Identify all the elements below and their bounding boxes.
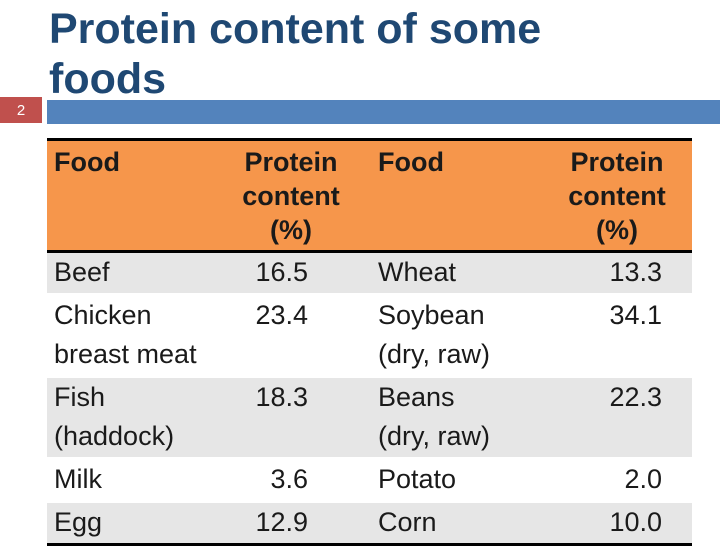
table-row: Egg 12.9 Corn 10.0 <box>47 501 692 545</box>
value-cell: 16.5 <box>230 251 352 296</box>
value-cell: 12.9 <box>255 507 308 537</box>
slide-number: 2 <box>16 101 26 119</box>
food-cell: Egg <box>54 507 103 537</box>
title-underline-bar <box>47 100 720 124</box>
value-cell: 2.0 <box>542 458 692 503</box>
table-row: Chicken breast meat 23.4 Soybean (dry, r… <box>47 294 692 378</box>
protein-content-table: Food Protein content (%) Food Protein co… <box>47 138 692 546</box>
table-row: Beef 16.5 Wheat 13.3 <box>47 251 692 296</box>
value-cell: 10.0 <box>609 507 662 537</box>
table-header-row: Food Protein content (%) Food Protein co… <box>47 139 692 253</box>
slide-number-badge: 2 <box>0 97 42 123</box>
food-cell: Beans (dry, raw) <box>352 376 542 460</box>
column-header-protein-right: Protein content (%) <box>542 139 692 253</box>
food-cell: Wheat <box>352 251 542 296</box>
value-cell: 22.3 <box>542 376 692 460</box>
food-cell: Soybean (dry, raw) <box>352 294 542 378</box>
table-row: Fish (haddock) 18.3 Beans (dry, raw) 22.… <box>47 376 692 460</box>
food-cell: Potato <box>352 458 542 503</box>
food-cell: Beef <box>47 251 230 296</box>
value-cell: 18.3 <box>230 376 352 460</box>
column-header-food-left: Food <box>47 139 230 253</box>
table-row: Milk 3.6 Potato 2.0 <box>47 458 692 503</box>
slide-title: Protein content of some foods <box>49 5 542 103</box>
column-header-food-right: Food <box>352 139 542 253</box>
value-cell: 3.6 <box>230 458 352 503</box>
food-cell: Chicken breast meat <box>47 294 230 378</box>
food-cell: Corn <box>378 507 437 537</box>
food-cell: Milk <box>47 458 230 503</box>
column-header-protein-left: Protein content (%) <box>230 139 352 253</box>
value-cell: 13.3 <box>542 251 692 296</box>
food-cell: Fish (haddock) <box>47 376 230 460</box>
value-cell: 34.1 <box>542 294 692 378</box>
value-cell: 23.4 <box>230 294 352 378</box>
